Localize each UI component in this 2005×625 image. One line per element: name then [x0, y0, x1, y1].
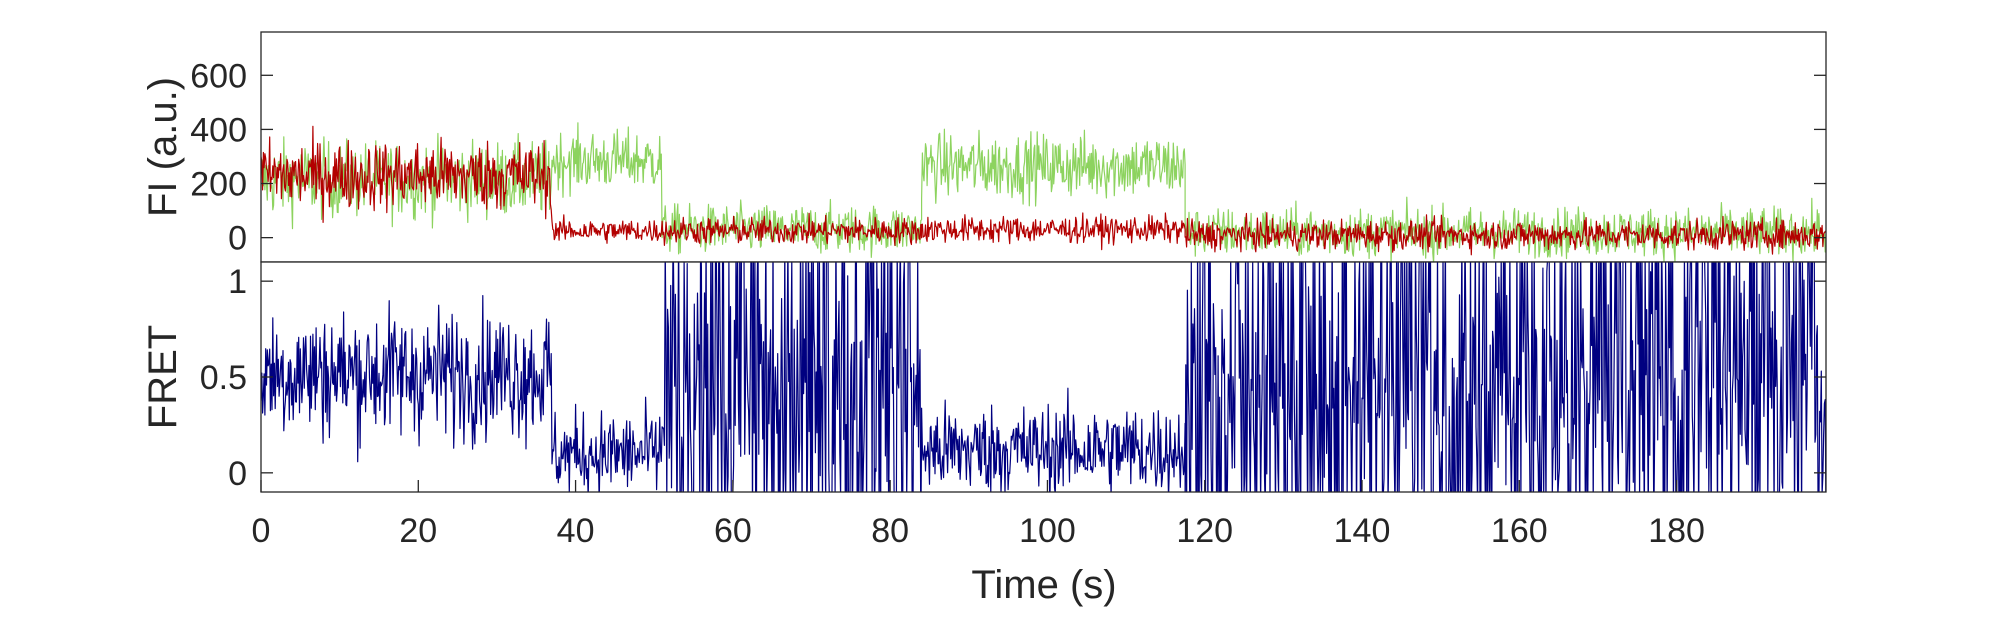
xtick-label: 20 [399, 512, 437, 550]
xtick-label: 80 [871, 512, 909, 550]
ytick-label: 0 [228, 220, 247, 258]
time-xlabel: Time (s) [971, 563, 1116, 607]
ytick-label: 600 [190, 57, 247, 95]
xtick-label: 120 [1176, 512, 1233, 550]
xtick-label: 60 [714, 512, 752, 550]
xtick-label: 140 [1334, 512, 1391, 550]
ytick-label: 1 [228, 263, 247, 301]
ytick-label: 0 [228, 455, 247, 493]
xtick-label: 180 [1648, 512, 1705, 550]
xtick-label: 100 [1019, 512, 1076, 550]
trace-series-0-1 [261, 125, 1826, 256]
fret-panel: 0 0.5 1 0 20 40 60 80 100 120 140 160 180 FRET Time… [141, 261, 1827, 607]
xtick-label: 160 [1491, 512, 1548, 550]
ytick-label: 0.5 [200, 359, 247, 397]
xtick-label: 40 [557, 512, 595, 550]
trace-series-1-0 [261, 262, 1826, 492]
fluorescence-ylabel: FI (a.u.) [141, 77, 185, 217]
ytick-label: 200 [190, 166, 247, 204]
xtick-label: 0 [252, 512, 271, 550]
ytick-label: 400 [190, 111, 247, 149]
fluorescence-panel: 0 200 400 600 FI (a.u.) [141, 31, 1827, 263]
fret-ylabel: FRET [141, 325, 185, 429]
